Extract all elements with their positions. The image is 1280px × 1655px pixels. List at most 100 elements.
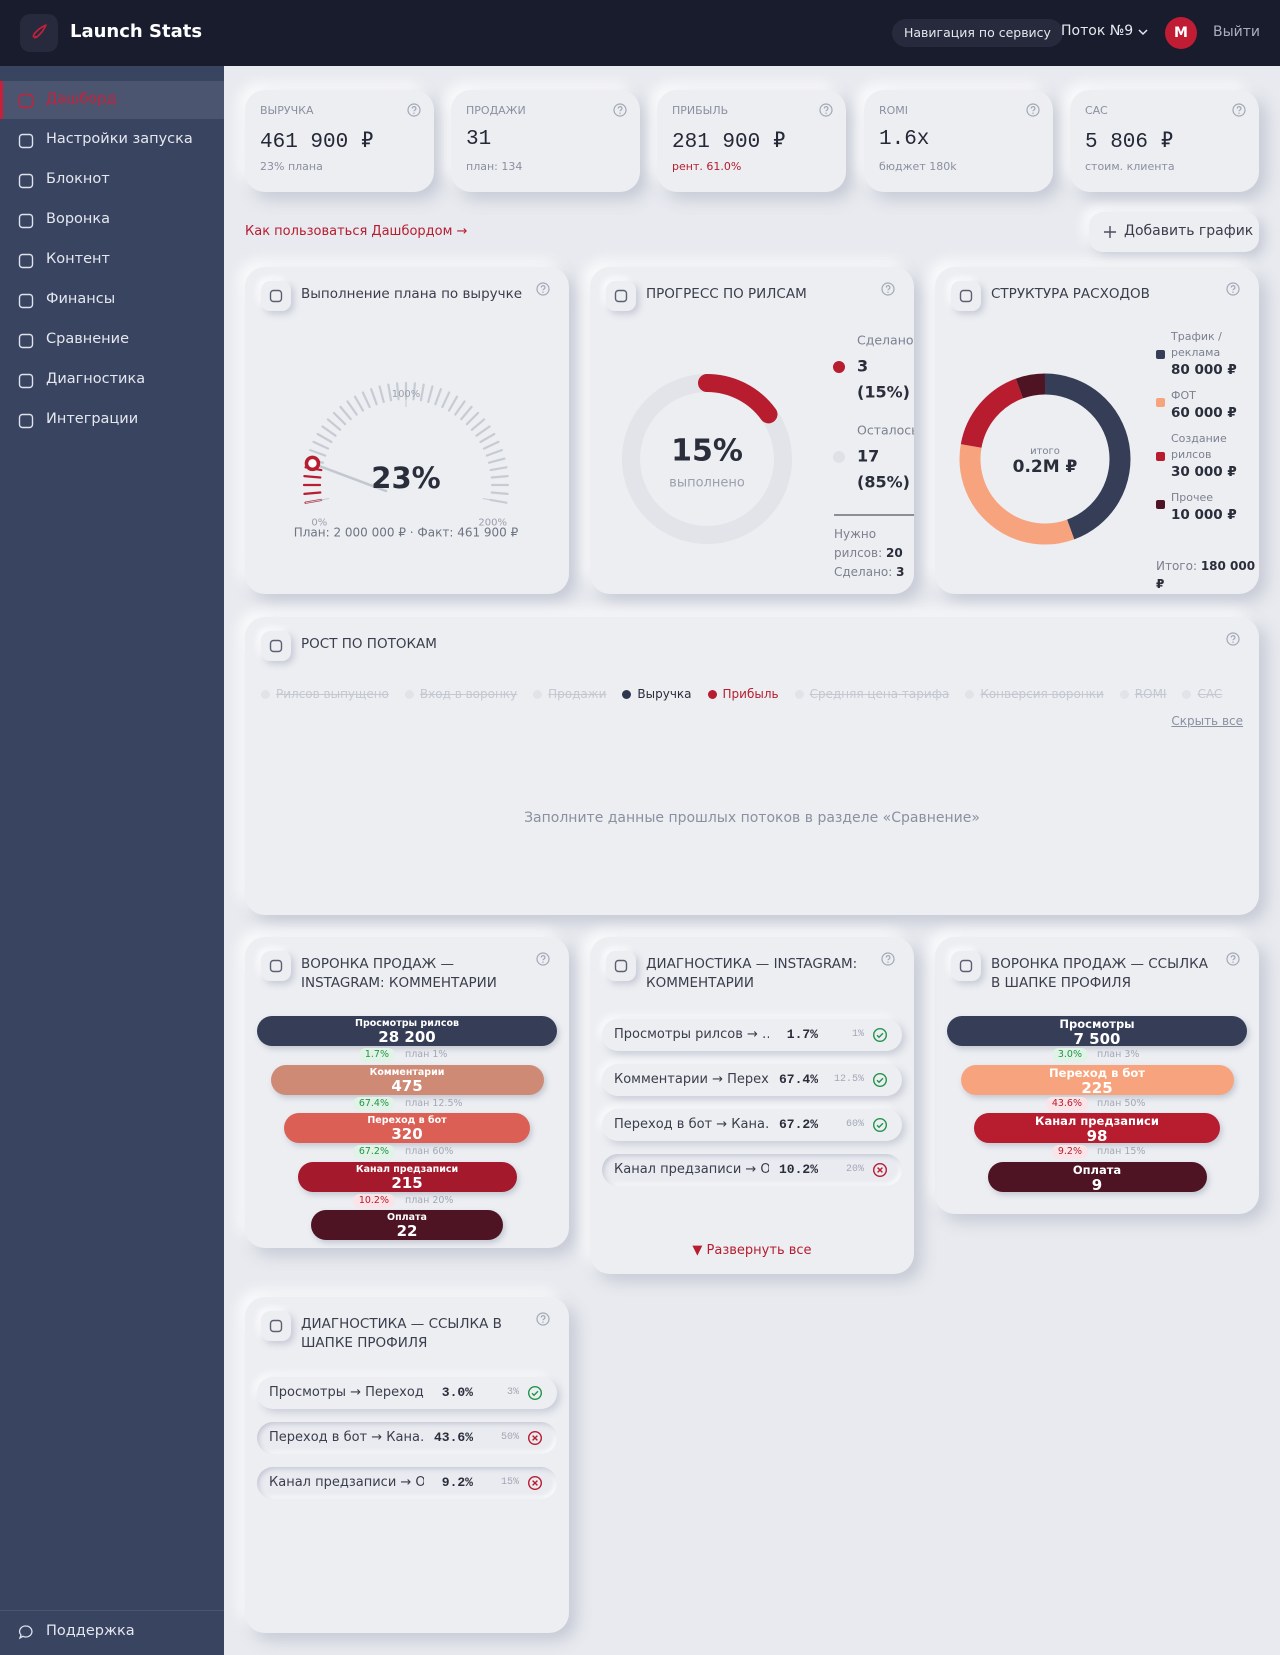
card-icon-glyph — [614, 959, 628, 973]
gauge-tick — [316, 432, 333, 444]
row-rate: 3.0% — [441, 1385, 473, 1400]
help-dot — [542, 291, 544, 293]
card-icon — [261, 281, 291, 311]
sidebar-item[interactable]: Воронка — [0, 201, 224, 239]
help-circle — [613, 103, 627, 117]
add-chart-button[interactable]: Добавить график — [1089, 212, 1259, 252]
gauge-tick — [387, 383, 393, 402]
total-label: Итого: — [1156, 559, 1197, 573]
sidebar: Дашборд Настройки запуска Блокнот Воронка Ко… — [0, 66, 224, 1655]
sidebar-item[interactable]: Диагностика — [0, 361, 224, 399]
gauge-pointer — [304, 455, 321, 472]
metric-toggle[interactable]: Рилсов выпущено — [261, 687, 389, 701]
step-rate: 10.2% — [352, 1193, 395, 1208]
metric-toggle[interactable]: ROMI — [1119, 687, 1166, 701]
stream-select[interactable]: Поток №9 — [1061, 23, 1134, 39]
ring-center-label: выполнено — [669, 476, 745, 491]
sidebar-label: Финансы — [46, 291, 116, 307]
metric-toggle[interactable]: Продажи — [533, 687, 606, 701]
row-name: Просмотры → Переход… — [269, 1385, 424, 1400]
metric-toggle[interactable]: CAC — [1182, 687, 1222, 701]
help-circle — [536, 952, 550, 966]
logout[interactable]: Выйти — [1213, 24, 1261, 40]
add-chart-label: Добавить график — [1124, 223, 1254, 239]
card-icon-shape — [269, 959, 283, 973]
status-ok — [872, 1027, 888, 1043]
card-icon — [261, 951, 291, 981]
card-title: ВОРОНКА ПРОДАЖ — ССЫЛКА В ШАПКЕ ПРОФИЛЯ — [991, 956, 1208, 991]
funnel-stage-value: 225 — [1081, 1078, 1113, 1097]
help-icon — [1226, 952, 1240, 966]
status-fail — [527, 1430, 543, 1446]
help-circle — [881, 952, 895, 966]
legend-name: Сделано — [857, 333, 914, 348]
funnel-stage-name: Оплата — [387, 1212, 427, 1223]
status-glyph — [876, 1122, 884, 1129]
sidebar-item[interactable]: Настройки запуска — [0, 121, 224, 159]
row-rate: 1.7% — [786, 1027, 818, 1042]
gauge-tick — [475, 425, 491, 437]
metric-dot — [533, 689, 543, 699]
row-rate: 43.6% — [433, 1430, 473, 1445]
status-glyph — [531, 1390, 539, 1397]
sidebar-icon — [18, 133, 34, 149]
done-label: Сделано: — [834, 565, 893, 579]
metric-toggle[interactable]: Средняя цена тарифа — [794, 687, 950, 701]
metric-toggle[interactable]: Конверсия воронки — [965, 687, 1104, 701]
legend-dot — [833, 451, 845, 463]
card-title: РОСТ ПО ПОТОКАМ — [301, 636, 437, 652]
help-dot — [1232, 291, 1234, 293]
expand-all[interactable]: ▼ Развернуть все — [692, 1243, 812, 1258]
help-dot — [619, 112, 621, 114]
funnel-stage-name: Просмотры рилсов — [355, 1018, 459, 1029]
legend-share: (85%) — [857, 473, 910, 492]
gauge-tick — [485, 449, 503, 457]
donut-segment — [960, 378, 1024, 449]
metric-name: Средняя цена тарифа — [809, 687, 950, 701]
metric-toggle[interactable]: Вход в воронку — [404, 687, 517, 701]
funnel-stage-name: Переход в бот — [1049, 1065, 1145, 1080]
legend-value: 80 000 ₽ — [1171, 362, 1237, 378]
metric-toggle[interactable]: Выручка — [622, 687, 692, 701]
gauge-major-tick — [482, 498, 507, 504]
sidebar-item[interactable]: Финансы — [0, 281, 224, 319]
sidebar-icon — [18, 173, 34, 189]
expenses-card: СТРУКТУРА РАСХОДОВ итого 0.2M ₽ Трафик / ре… — [935, 267, 1259, 594]
status-ring — [872, 1162, 888, 1178]
sidebar-item[interactable]: Дашборд — [0, 81, 224, 119]
card-icon — [606, 281, 636, 311]
hide-all[interactable]: Скрыть все — [1171, 714, 1243, 728]
sidebar-label: Блокнот — [46, 171, 110, 187]
card-icon-shape — [959, 289, 973, 303]
help-mark — [617, 106, 623, 112]
card-icon — [606, 951, 636, 981]
gauge-tick — [419, 383, 425, 402]
status-ring — [527, 1385, 543, 1401]
help-link[interactable]: Как пользоваться Дашбордом → — [245, 224, 468, 239]
step-rate: 67.2% — [352, 1145, 395, 1159]
metric-dot — [965, 689, 975, 699]
sidebar-item[interactable]: Интеграции — [0, 401, 224, 439]
funnel-bar: Просмотры 7 500 — [947, 1016, 1247, 1047]
avatar[interactable]: M — [1165, 17, 1197, 49]
sidebar-item[interactable]: Контент — [0, 241, 224, 279]
sidebar-item[interactable]: Сравнение — [0, 321, 224, 359]
sidebar-item[interactable]: Блокнот — [0, 161, 224, 199]
gauge-tick — [370, 388, 378, 406]
funnel-bar: Оплата 22 — [311, 1210, 503, 1240]
plus-icon — [1104, 226, 1116, 238]
funnel-bar: Переход в бот 225 — [960, 1064, 1234, 1097]
gauge-tick — [321, 425, 337, 437]
status-glyph — [876, 1077, 884, 1084]
step-plan: план 3% — [1097, 1049, 1140, 1060]
row-name: Комментарии → Перех… — [614, 1072, 769, 1087]
row-plan: 1% — [851, 1029, 864, 1040]
help-icon — [819, 103, 833, 117]
gauge-scale-label: 200% — [478, 517, 507, 528]
legend-value: 17 — [857, 447, 879, 466]
metric-toggle[interactable]: Прибыль — [707, 687, 779, 701]
kpi-label: CAC — [1085, 104, 1108, 117]
nav-button[interactable]: Навигация по сервису — [892, 19, 1063, 47]
step-plan: план 15% — [1097, 1146, 1146, 1157]
support[interactable]: Поддержка — [0, 1618, 224, 1648]
